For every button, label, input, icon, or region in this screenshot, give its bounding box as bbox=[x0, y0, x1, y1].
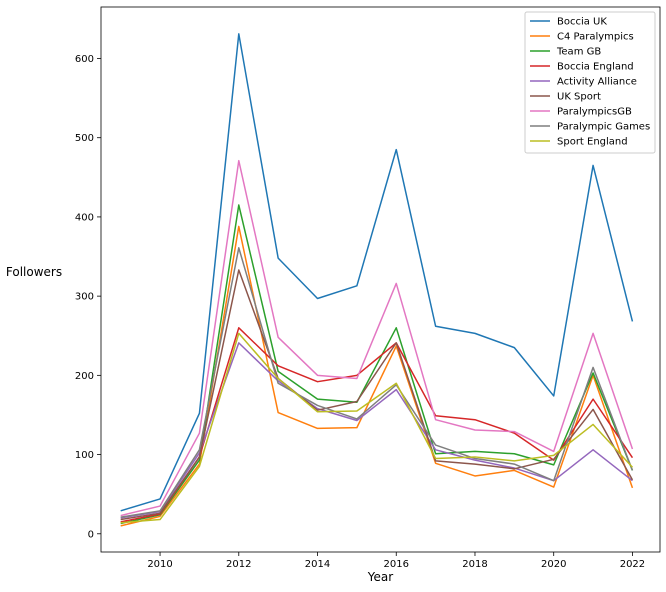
y-tick-label: 200 bbox=[75, 371, 94, 382]
y-tick-label: 500 bbox=[75, 133, 94, 144]
legend: Boccia UK C4 Paralympics Team GB Boccia Eng… bbox=[524, 11, 656, 154]
series-line-4 bbox=[120, 342, 633, 519]
x-tick-label: 2012 bbox=[226, 559, 251, 570]
x-axis: 2010 2012 2014 2016 2018 2020 2022 bbox=[147, 552, 645, 570]
x-tick-label: 2014 bbox=[305, 559, 330, 570]
legend-label-4: Activity Alliance bbox=[557, 77, 637, 88]
series-line-0 bbox=[120, 33, 634, 512]
legend-label-0: Boccia UK bbox=[557, 17, 607, 28]
series-line-7 bbox=[120, 247, 634, 518]
legend-label-1: C4 Paralympics bbox=[557, 32, 634, 43]
legend-label-5: UK Sport bbox=[557, 92, 601, 103]
legend-label-2: Team GB bbox=[556, 47, 601, 58]
y-axis-title: Followers bbox=[6, 265, 62, 279]
y-tick-label: 600 bbox=[75, 54, 94, 65]
legend-label-8: Sport England bbox=[557, 137, 628, 148]
legend-label-6: ParalympicsGB bbox=[557, 107, 632, 118]
x-tick-label: 2020 bbox=[541, 559, 566, 570]
legend-label-3: Boccia England bbox=[557, 62, 634, 73]
x-tick-label: 2010 bbox=[147, 559, 172, 570]
series-line-8 bbox=[120, 332, 633, 524]
legend-label-7: Paralympic Games bbox=[557, 122, 650, 133]
y-tick-label: 100 bbox=[75, 450, 94, 461]
legend-box bbox=[524, 11, 656, 154]
x-tick-label: 2018 bbox=[462, 559, 487, 570]
x-tick-label: 2016 bbox=[384, 559, 409, 570]
y-axis: 0 100 200 300 400 500 600 bbox=[75, 54, 101, 540]
y-tick-label: 0 bbox=[88, 529, 94, 540]
x-axis-title: Year bbox=[367, 570, 393, 584]
y-tick-label: 400 bbox=[75, 212, 94, 223]
series-line-3 bbox=[120, 327, 634, 523]
series-lines bbox=[120, 33, 634, 527]
series-line-5 bbox=[120, 269, 634, 521]
y-tick-label: 300 bbox=[75, 292, 94, 303]
x-tick-label: 2022 bbox=[620, 559, 645, 570]
series-line-1 bbox=[120, 225, 634, 527]
series-line-6 bbox=[120, 159, 634, 517]
plot-frame bbox=[100, 6, 661, 553]
